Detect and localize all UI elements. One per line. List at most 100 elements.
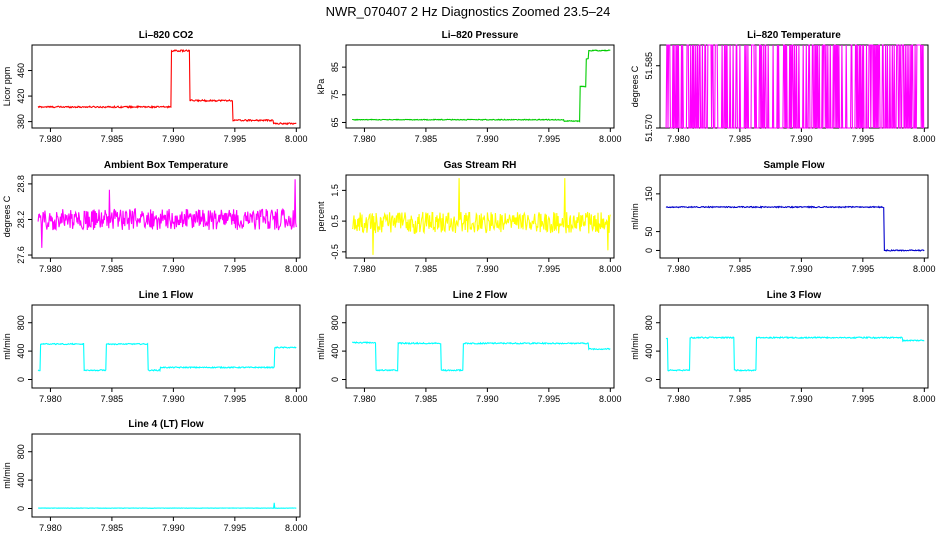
- x-tick-label: 7.995: [224, 394, 247, 404]
- x-tick-label: 7.985: [729, 134, 752, 144]
- y-tick-label: 0.5: [330, 215, 340, 228]
- panel-title: Li–820 Pressure: [442, 30, 519, 41]
- y-axis-label: ml/min: [630, 203, 640, 230]
- y-tick-label: 0: [644, 377, 654, 382]
- series-line-ambient: [37, 179, 297, 248]
- y-axis-label: degrees C: [630, 65, 640, 107]
- panel-title: Gas Stream RH: [444, 160, 517, 171]
- y-axis-label: Licor ppm: [2, 67, 12, 107]
- panel-title: Li–820 CO2: [139, 30, 194, 41]
- series-line-line2: [352, 341, 611, 372]
- series-line-pressure: [352, 49, 611, 123]
- plot-frame: [31, 44, 301, 129]
- y-axis-label: ml/min: [2, 333, 12, 360]
- x-tick-label: 7.995: [224, 264, 247, 274]
- x-tick-label: 7.980: [667, 264, 690, 274]
- y-tick-label: 380: [16, 114, 26, 129]
- x-tick-label: 7.990: [162, 134, 185, 144]
- x-tick-label: 7.995: [538, 394, 561, 404]
- x-tick-label: 7.980: [667, 394, 690, 404]
- y-axis-label: percent: [316, 201, 326, 232]
- x-tick-label: 7.985: [101, 134, 124, 144]
- x-tick-label: 7.980: [39, 264, 62, 274]
- y-tick-label: 0: [330, 377, 340, 382]
- y-axis-label: ml/min: [630, 333, 640, 360]
- x-tick-label: 8.000: [913, 134, 936, 144]
- x-tick-label: 7.985: [415, 394, 438, 404]
- x-tick-label: 7.985: [101, 394, 124, 404]
- figure-title: NWR_070407 2 Hz Diagnostics Zoomed 23.5–…: [326, 4, 611, 19]
- y-axis-label: ml/min: [316, 333, 326, 360]
- x-tick-label: 8.000: [599, 394, 622, 404]
- x-tick-label: 7.985: [101, 523, 124, 533]
- x-tick-label: 7.985: [101, 264, 124, 274]
- x-tick-label: 7.995: [538, 134, 561, 144]
- panel-line3: Line 3 Flow ml/min 7.980 7.985 7.990 7.995 8.0…: [630, 290, 936, 404]
- x-tick-label: 7.990: [162, 394, 185, 404]
- x-tick-label: 7.990: [790, 264, 813, 274]
- y-tick-label: 800: [330, 315, 340, 330]
- x-tick-label: 7.995: [224, 134, 247, 144]
- y-tick-label: 420: [16, 89, 26, 104]
- x-tick-label: 7.995: [852, 134, 875, 144]
- panel-co2: Li–820 CO2 Licor ppm 7.980 7.985 7.990 7.995 8…: [2, 30, 308, 144]
- y-tick-label: 400: [330, 344, 340, 359]
- y-tick-label: 0: [16, 377, 26, 382]
- x-tick-label: 7.980: [39, 134, 62, 144]
- panel-line4: Line 4 (LT) Flow ml/min 7.980 7.985 7.990 7.9…: [2, 419, 308, 533]
- plot-frame: [31, 174, 301, 259]
- x-tick-label: 7.980: [353, 264, 376, 274]
- y-tick-label: 28.2: [16, 211, 26, 229]
- x-tick-label: 8.000: [913, 264, 936, 274]
- x-tick-label: 7.985: [415, 264, 438, 274]
- panel-title: Line 3 Flow: [767, 290, 822, 301]
- x-tick-label: 7.980: [667, 134, 690, 144]
- y-axis-label: kPa: [316, 79, 326, 95]
- x-tick-label: 8.000: [285, 134, 308, 144]
- y-tick-label: 65: [330, 117, 340, 127]
- x-tick-label: 8.000: [913, 394, 936, 404]
- y-tick-label: 150: [644, 186, 654, 201]
- series-line-line1: [37, 342, 297, 373]
- x-tick-label: 7.995: [852, 264, 875, 274]
- plot-frame: [659, 304, 929, 389]
- x-tick-label: 8.000: [285, 394, 308, 404]
- series-line-line4: [38, 502, 297, 509]
- x-tick-label: 7.990: [790, 394, 813, 404]
- chart-panels: Li–820 CO2 Licor ppm 7.980 7.985 7.990 7.995 8…: [2, 30, 936, 533]
- series-line-line3: [665, 335, 925, 372]
- plot-frame: [31, 304, 301, 389]
- x-tick-label: 7.980: [39, 394, 62, 404]
- y-tick-label: 800: [16, 444, 26, 459]
- y-tick-label: 400: [16, 473, 26, 488]
- panel-title: Line 2 Flow: [453, 290, 508, 301]
- y-tick-label: 460: [16, 63, 26, 78]
- x-tick-label: 7.990: [476, 264, 499, 274]
- panel-title: Sample Flow: [763, 160, 824, 171]
- x-tick-label: 8.000: [285, 523, 308, 533]
- plot-frame: [659, 174, 929, 259]
- y-axis-label: ml/min: [2, 462, 12, 489]
- x-tick-label: 7.985: [415, 134, 438, 144]
- x-tick-label: 7.990: [162, 523, 185, 533]
- panel-title: Line 1 Flow: [139, 290, 194, 301]
- x-tick-label: 7.980: [353, 394, 376, 404]
- y-tick-label: 51.570: [644, 114, 654, 142]
- series-line-temp: [665, 44, 925, 129]
- y-tick-label: 0: [644, 248, 654, 253]
- panel-title: Line 4 (LT) Flow: [128, 419, 204, 430]
- panel-title: Li–820 Temperature: [747, 30, 841, 41]
- x-tick-label: 7.995: [852, 394, 875, 404]
- x-tick-label: 7.995: [538, 264, 561, 274]
- y-tick-label: 0: [16, 506, 26, 511]
- y-tick-label: -0.5: [330, 244, 340, 260]
- x-tick-label: 7.990: [162, 264, 185, 274]
- y-tick-label: 400: [16, 344, 26, 359]
- x-tick-label: 7.990: [476, 134, 499, 144]
- series-line-rh: [351, 178, 611, 255]
- x-tick-label: 7.980: [353, 134, 376, 144]
- y-tick-label: 27.6: [16, 246, 26, 264]
- y-tick-label: 85: [330, 62, 340, 72]
- x-tick-label: 8.000: [285, 264, 308, 274]
